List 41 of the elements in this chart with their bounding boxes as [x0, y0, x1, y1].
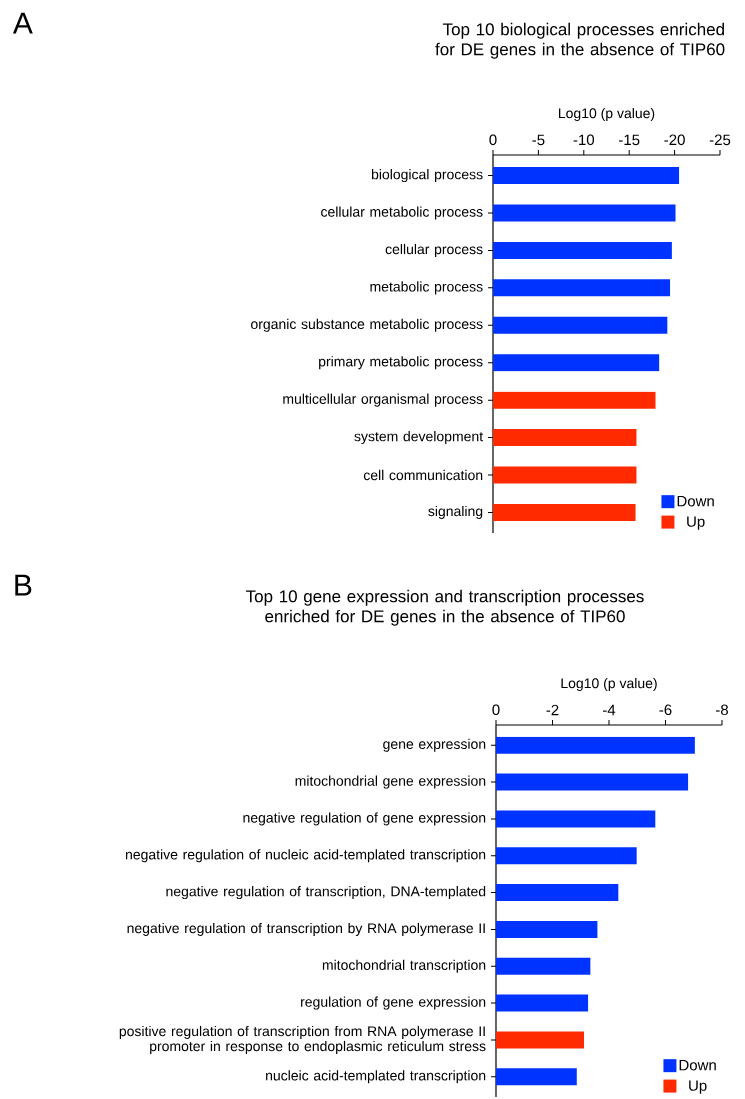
legend-label: Down — [677, 495, 714, 507]
x-axis-title: Log10 (p value) — [558, 107, 655, 121]
x-tick-label: -2 — [546, 704, 559, 716]
x-tick-label: -4 — [602, 704, 616, 716]
y-tick-label: negative regulation of gene expression — [243, 812, 486, 826]
x-tick-label: -6 — [659, 704, 672, 716]
y-tick-label: biological process — [371, 169, 483, 183]
x-tick-label: -15 — [619, 134, 640, 146]
x-tick-label: -20 — [664, 134, 685, 146]
x-tick-label: 0 — [492, 704, 500, 716]
y-tick-label: system development — [354, 431, 484, 445]
y-tick-label: positive regulation of transcription from RNA polymerase II promoter in response to endoplasmic reticulum stress — [119, 1025, 486, 1054]
x-axis-title: Log10 (p value) — [561, 677, 657, 691]
y-tick-label: gene expression — [383, 738, 486, 752]
y-tick-label: signaling — [428, 505, 483, 519]
chart-title: Top 10 gene expression and transcription processes enriched for DE genes in the absence of TIP60 — [245, 589, 644, 626]
chart-title: Top 10 biological processes enriched for DE genes in the absence of TIP60 — [435, 22, 725, 59]
y-tick-label: regulation of gene expression — [301, 996, 486, 1010]
y-tick-label: cell communication — [363, 469, 483, 481]
y-tick-label: nucleic acid-templated transcription — [266, 1070, 486, 1084]
y-tick-label: primary metabolic process — [319, 356, 483, 370]
legend-label: Down — [679, 1059, 716, 1071]
x-tick-label: 0 — [489, 134, 497, 146]
y-tick-label: negative regulation of nucleic acid-templated transcription — [125, 849, 486, 863]
x-tick-label: -5 — [532, 134, 545, 146]
y-tick-label: organic substance metabolic process — [251, 318, 483, 332]
x-tick-label: -25 — [709, 134, 731, 146]
legend-label: Up — [689, 1080, 707, 1094]
y-tick-label: mitochondrial gene expression — [295, 775, 486, 789]
y-tick-label: metabolic process — [370, 281, 483, 295]
x-tick-label: -8 — [715, 704, 728, 716]
y-tick-label: negative regulation of transcription by RNA polymerase II — [127, 922, 485, 936]
y-tick-label: multicellular organismal process — [283, 393, 483, 407]
y-tick-label: negative regulation of transcription, DNA-templated — [166, 886, 486, 900]
legend-label: Up — [687, 516, 705, 530]
text: B — [15, 574, 32, 596]
y-tick-label: cellular process — [385, 243, 483, 257]
text: A — [12, 12, 33, 34]
y-tick-label: cellular metabolic process — [321, 206, 483, 220]
x-tick-label: -10 — [573, 134, 595, 146]
y-tick-label: mitochondrial transcription — [322, 959, 486, 973]
